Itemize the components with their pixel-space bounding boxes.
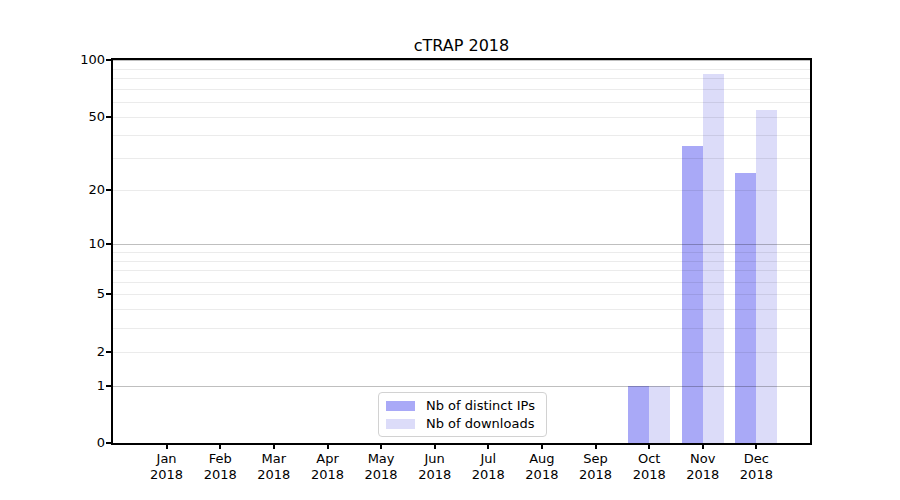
x-tick-mark bbox=[434, 443, 436, 449]
y-tick-mark bbox=[106, 293, 113, 295]
y-tick-mark bbox=[106, 442, 113, 444]
y-tick-mark bbox=[106, 243, 113, 245]
bar-nb-of-downloads-nov bbox=[703, 74, 724, 443]
gridline-minor bbox=[113, 352, 810, 353]
x-tick-month: Dec bbox=[724, 451, 788, 467]
gridline-minor bbox=[113, 309, 810, 310]
legend-swatch-distinct-ips bbox=[386, 401, 415, 411]
legend-row: Nb of distinct IPs bbox=[386, 398, 535, 413]
legend-swatch-downloads bbox=[386, 419, 415, 429]
x-tick-mark bbox=[327, 443, 329, 449]
gridline-minor bbox=[113, 252, 810, 253]
x-tick-mark bbox=[702, 443, 704, 449]
gridline-minor bbox=[113, 102, 810, 103]
bar-nb-of-downloads-dec bbox=[756, 110, 777, 443]
bar-nb-of-downloads-oct bbox=[649, 386, 670, 444]
gridline-minor bbox=[113, 282, 810, 283]
x-tick-mark bbox=[595, 443, 597, 449]
x-tick-mark bbox=[487, 443, 489, 449]
y-tick-label: 2 bbox=[40, 344, 105, 360]
gridline-major bbox=[113, 60, 810, 61]
gridline-minor bbox=[113, 328, 810, 329]
y-tick-mark bbox=[106, 189, 113, 191]
gridline-minor bbox=[113, 294, 810, 295]
gridline-minor bbox=[113, 117, 810, 118]
y-tick-mark bbox=[106, 385, 113, 387]
y-tick-label: 10 bbox=[40, 236, 105, 252]
bar-nb-of-distinct-ips-oct bbox=[628, 386, 649, 444]
chart-title: cTRAP 2018 bbox=[113, 36, 810, 55]
x-tick-mark bbox=[648, 443, 650, 449]
x-tick-mark bbox=[755, 443, 757, 449]
gridline-major bbox=[113, 386, 810, 387]
gridline-minor bbox=[113, 158, 810, 159]
y-tick-mark bbox=[106, 351, 113, 353]
gridline-minor bbox=[113, 190, 810, 191]
legend: Nb of distinct IPs Nb of downloads bbox=[378, 392, 547, 437]
y-tick-label: 50 bbox=[40, 109, 105, 125]
gridline-minor bbox=[113, 261, 810, 262]
gridline-major bbox=[113, 244, 810, 245]
x-tick-mark bbox=[380, 443, 382, 449]
y-tick-label: 0 bbox=[40, 435, 105, 451]
x-tick-year: 2018 bbox=[724, 467, 788, 483]
x-tick-mark bbox=[219, 443, 221, 449]
bar-nb-of-distinct-ips-dec bbox=[735, 173, 756, 443]
gridline-minor bbox=[113, 78, 810, 79]
legend-label-downloads: Nb of downloads bbox=[426, 416, 534, 431]
legend-row: Nb of downloads bbox=[386, 416, 535, 431]
figure: cTRAP 2018 0125102050100 Jan2018Feb2018M… bbox=[0, 0, 900, 500]
gridline-minor bbox=[113, 270, 810, 271]
x-tick-label: Dec2018 bbox=[724, 451, 788, 483]
gridline-minor bbox=[113, 135, 810, 136]
y-tick-label: 1 bbox=[40, 378, 105, 394]
y-tick-label: 5 bbox=[40, 286, 105, 302]
legend-label-distinct-ips: Nb of distinct IPs bbox=[426, 398, 535, 413]
plot-area bbox=[113, 60, 810, 443]
x-tick-mark bbox=[273, 443, 275, 449]
gridline-minor bbox=[113, 89, 810, 90]
x-tick-mark bbox=[166, 443, 168, 449]
x-tick-mark bbox=[541, 443, 543, 449]
y-tick-label: 100 bbox=[40, 52, 105, 68]
y-tick-mark bbox=[106, 116, 113, 118]
gridline-minor bbox=[113, 69, 810, 70]
y-tick-mark bbox=[106, 59, 113, 61]
y-tick-label: 20 bbox=[40, 182, 105, 198]
